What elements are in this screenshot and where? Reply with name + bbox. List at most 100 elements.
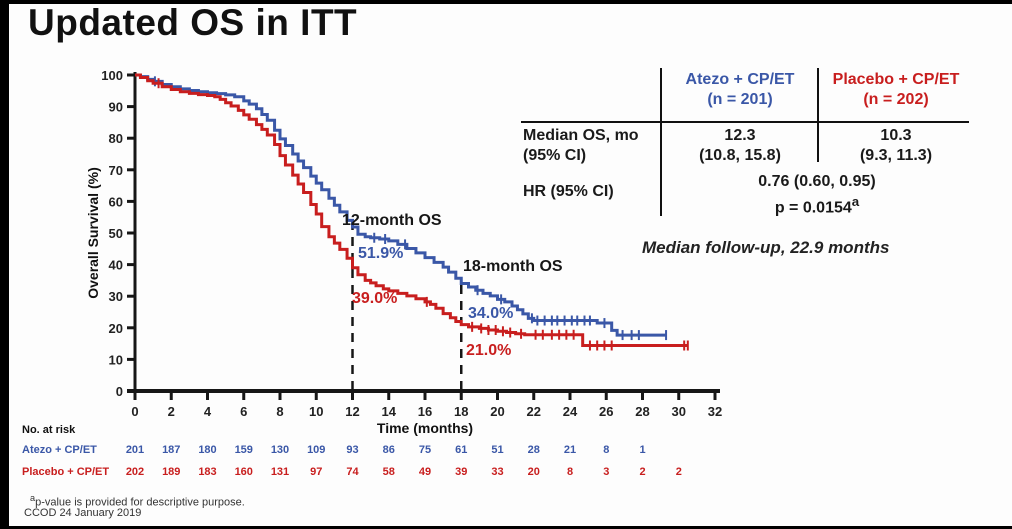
y-axis-title: Overall Survival (%) [85,167,101,299]
y-tick-label: 10 [109,352,123,367]
hr-p-value: p = 0.0154a [662,192,972,218]
risk-value-atezo: 75 [418,444,432,456]
y-tick-label: 60 [109,194,123,209]
footnote-text: p-value is provided for descriptive purp… [35,496,245,509]
p-value-text: p = 0.0154 [774,199,852,217]
risk-value-atezo: 159 [234,444,253,456]
y-tick-label: 100 [101,68,123,83]
landmark-12-month-label: 12-month OS [342,212,442,229]
x-tick-label: 0 [131,404,138,419]
risk-value-placebo: 8 [566,466,574,478]
x-tick-label: 2 [168,404,175,419]
risk-value-atezo: 8 [603,444,610,456]
km-curve-placebo [135,73,688,347]
risk-value-placebo: 20 [527,466,540,478]
landmark-18-month-placebo-value: 21.0% [466,342,512,359]
risk-value-atezo: 21 [563,444,577,456]
x-tick-label: 26 [599,404,613,419]
x-tick-label: 16 [418,404,432,419]
risk-value-atezo: 187 [162,444,181,456]
risk-value-placebo: 49 [418,466,432,478]
landmark-12-month-atezo-value: 51.9% [358,245,404,262]
median-atezo-ci: (10.8, 15.8) [699,147,781,164]
risk-row-atezo-label: Atezo + CP/ET [22,444,97,456]
landmark-12-month-placebo-value: 39.0% [352,290,398,307]
summary-table: Atezo + CP/ET (n = 201) Placebo + CP/ET … [515,64,977,222]
risk-value-atezo: 51 [491,444,504,456]
slide-border-top [0,0,1012,4]
median-os-label-line2: (95% CI) [523,147,587,164]
landmark-18-month-label: 18-month OS [463,258,563,275]
summary-col-placebo-name: Placebo + CP/ET [832,71,960,88]
risk-value-placebo: 33 [491,466,504,478]
slide-border-bottom [0,526,1012,529]
x-tick-label: 10 [309,404,323,419]
p-value-superscript: a [851,194,860,209]
risk-value-atezo: 180 [198,444,217,456]
risk-value-atezo: 201 [125,444,145,456]
risk-table-title: No. at risk [22,424,76,436]
summary-median-atezo-value: 12.3 (10.8, 15.8) [662,126,818,166]
x-axis-title: Time (months) [377,420,473,436]
risk-value-atezo: 109 [307,444,326,456]
summary-table-divider-2 [817,68,819,162]
footnote-superscript: a [30,493,36,503]
x-tick-label: 28 [635,404,649,419]
x-tick-label: 8 [276,404,283,419]
x-tick-label: 4 [204,404,212,419]
risk-value-placebo: 189 [162,466,181,478]
y-tick-label: 0 [116,384,123,399]
summary-col-atezo-n: (n = 201) [707,91,773,108]
x-tick-label: 18 [454,404,468,419]
risk-value-atezo: 86 [382,444,395,456]
landmark-18-month-atezo-value: 34.0% [468,305,514,322]
summary-row-hr-label: HR (95% CI) [523,183,614,200]
summary-col-atezo-name: Atezo + CP/ET [685,71,795,88]
risk-value-atezo: 130 [270,444,290,456]
risk-value-placebo: 3 [603,466,610,478]
median-atezo-value: 12.3 [724,127,756,144]
risk-value-placebo: 202 [125,466,145,478]
summary-table-divider-1 [660,68,662,216]
risk-value-placebo: 2 [639,466,646,478]
x-tick-label: 20 [490,404,504,419]
risk-value-placebo: 131 [270,466,290,478]
summary-col-placebo-n: (n = 202) [863,91,929,108]
x-tick-label: 30 [672,404,686,419]
p-value-footnote: ap-value is provided for descriptive pur… [30,493,245,509]
y-tick-label: 40 [109,258,123,273]
slide-border-left [0,0,9,529]
summary-hr-value: 0.76 (0.60, 0.95) p = 0.0154a [662,172,972,218]
x-tick-label: 22 [527,404,541,419]
km-curve-atezo [135,73,667,337]
summary-row-median-label: Median OS, mo (95% CI) [523,126,639,166]
summary-col-atezo-header: Atezo + CP/ET (n = 201) [662,70,818,110]
y-tick-label: 20 [109,321,123,336]
x-tick-label: 24 [563,404,578,419]
y-tick-label: 80 [109,131,123,146]
median-placebo-value: 10.3 [880,127,912,144]
risk-value-atezo: 28 [527,444,540,456]
summary-median-placebo-value: 10.3 (9.3, 11.3) [820,126,972,166]
x-tick-label: 6 [240,404,247,419]
hr-value: 0.76 (0.60, 0.95) [758,173,876,190]
risk-value-atezo: 1 [639,444,646,456]
median-followup-note: Median follow-up, 22.9 months [642,238,890,257]
risk-value-placebo: 183 [198,466,217,478]
y-tick-label: 50 [109,226,123,241]
y-tick-label: 70 [109,163,123,178]
risk-value-placebo: 97 [310,466,323,478]
risk-row-placebo-label: Placebo + CP/ET [22,466,110,478]
risk-value-placebo: 74 [346,466,359,478]
risk-value-placebo: 160 [234,466,253,478]
slide-title: Updated OS in ITT [28,2,358,43]
median-os-label-line1: Median OS, mo [523,127,639,144]
risk-value-placebo: 2 [675,466,682,478]
risk-value-atezo: 61 [455,444,468,456]
x-tick-label: 12 [345,404,359,419]
risk-value-placebo: 58 [382,466,395,478]
risk-value-atezo: 93 [346,444,359,456]
median-placebo-ci: (9.3, 11.3) [859,147,933,164]
